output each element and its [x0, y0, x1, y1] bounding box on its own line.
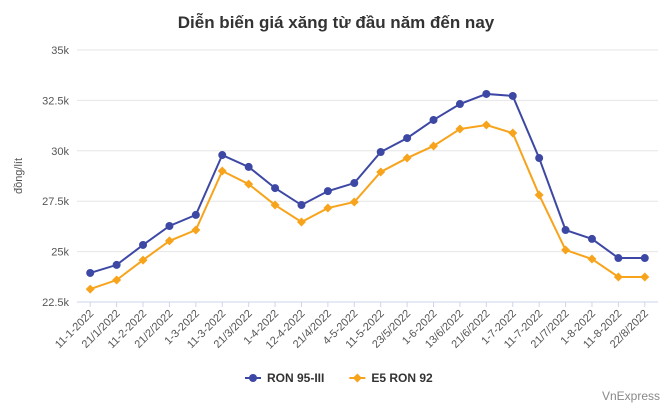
data-point [112, 260, 121, 269]
data-point [191, 225, 201, 235]
series-line [89, 92, 645, 274]
data-point [165, 221, 174, 230]
data-point [640, 254, 649, 263]
data-point [429, 115, 438, 124]
data-point [561, 245, 571, 255]
data-point [244, 179, 254, 189]
data-point [86, 268, 95, 277]
data-point [350, 179, 359, 188]
data-point [323, 187, 332, 196]
series-line [89, 123, 645, 291]
data-point [587, 234, 596, 243]
y-tick-label: 25k [51, 247, 69, 259]
data-point [482, 89, 491, 98]
data-point [561, 226, 570, 235]
data-point [376, 167, 386, 177]
data-point [614, 254, 623, 263]
y-tick-label: 22.5k [42, 297, 69, 309]
data-point [270, 200, 280, 210]
data-point [403, 134, 412, 143]
data-point [640, 272, 650, 282]
y-tick-label: 30k [51, 146, 69, 158]
y-tick-label: 27.5k [42, 196, 69, 208]
data-point [376, 148, 385, 157]
data-point [481, 120, 491, 130]
data-point [429, 141, 439, 151]
data-point [271, 184, 280, 193]
data-point [323, 203, 333, 213]
data-point [244, 162, 253, 171]
data-point [455, 100, 464, 109]
credit: VnExpress [602, 389, 660, 403]
data-point [455, 124, 465, 134]
legend-label: RON 95-III [267, 371, 324, 385]
data-point [138, 255, 148, 265]
data-point [297, 201, 306, 210]
data-point [164, 236, 174, 246]
data-point [534, 190, 544, 200]
chart-title: Diễn biến giá xăng từ đầu năm đến nay [178, 13, 495, 32]
data-point [587, 254, 597, 264]
data-point [217, 166, 227, 176]
data-point [349, 197, 359, 207]
legend-label: E5 RON 92 [371, 371, 433, 385]
data-point [535, 154, 544, 163]
legend-marker [249, 374, 257, 382]
y-axis-label: đồng/lít [13, 158, 25, 194]
data-point [508, 128, 518, 138]
data-point [85, 284, 95, 294]
data-point [402, 153, 412, 163]
data-point [218, 151, 227, 160]
y-tick-label: 35k [51, 45, 69, 57]
data-point [296, 217, 306, 227]
data-point [191, 210, 200, 219]
data-point [508, 91, 517, 100]
data-point [112, 275, 122, 285]
data-point [613, 272, 623, 282]
data-point [139, 240, 148, 249]
y-tick-label: 32.5k [42, 95, 69, 107]
legend-marker [352, 373, 362, 383]
